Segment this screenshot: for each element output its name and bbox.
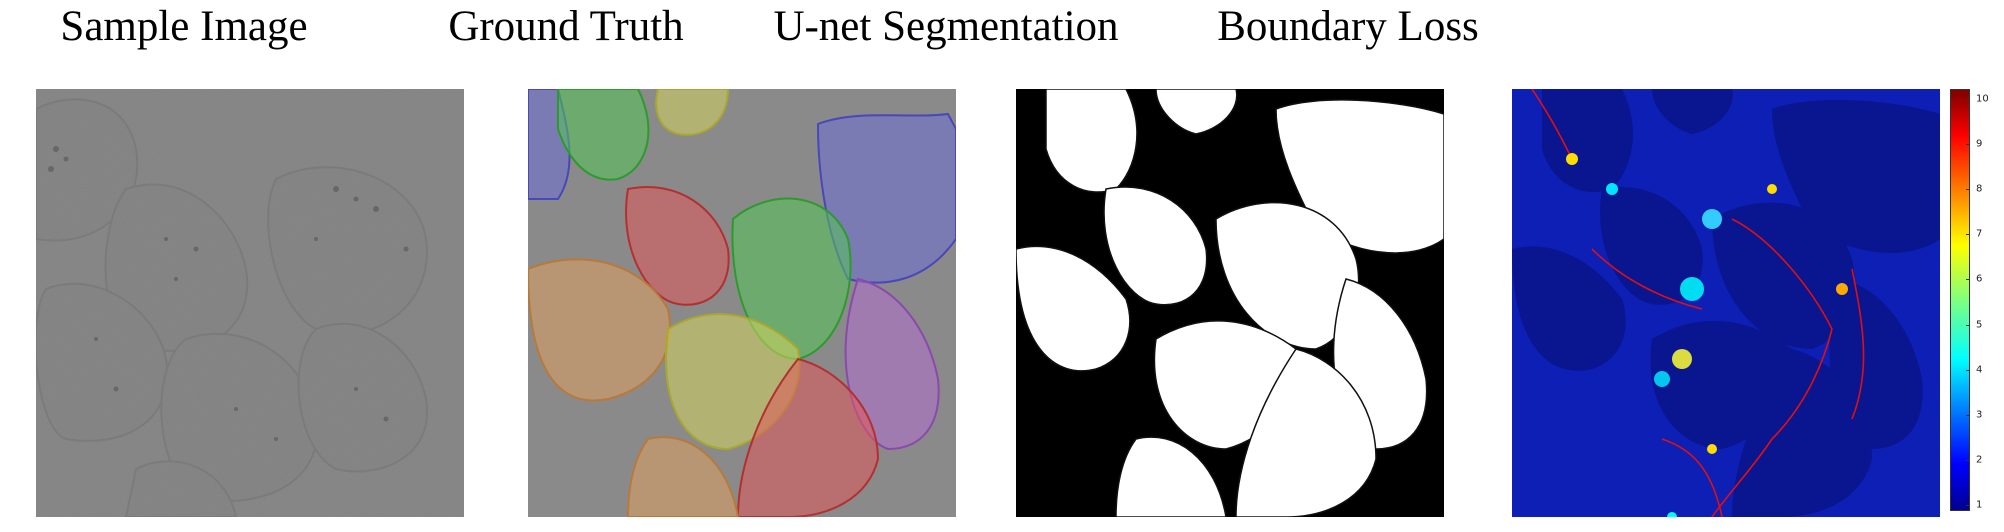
colorbar-tick-mark [1966, 189, 1970, 191]
colorbar-tick-label: 5 [1976, 319, 1983, 331]
colorbar-tick-mark [1966, 505, 1970, 506]
colorbar-tick-label: 6 [1976, 273, 1983, 285]
colorbar-tick-label: 7 [1976, 228, 1983, 240]
ground-truth-image [528, 89, 956, 517]
boundary-loss-heatmap [1512, 89, 1940, 517]
colorbar-tick-label: 3 [1976, 409, 1983, 421]
panel-title-ground-truth: Ground Truth [448, 3, 684, 50]
colorbar-tick-mark [1966, 459, 1970, 461]
colorbar-tick-mark [1966, 279, 1970, 281]
colorbar-tick-mark [1966, 144, 1970, 146]
colorbar-tick-mark [1966, 369, 1970, 371]
unet-segmentation-image [1016, 89, 1444, 517]
panel-title-unet-segmentation: U-net Segmentation [773, 3, 1119, 50]
colorbar-tick-mark [1966, 324, 1970, 326]
colorbar-tick-label: 2 [1976, 454, 1983, 466]
sample-image [36, 89, 464, 517]
colorbar-tick-label: 1 [1976, 499, 1983, 511]
colorbar-tick-mark [1966, 99, 1970, 100]
colorbar-tick-mark [1966, 234, 1970, 236]
colorbar-tick-mark [1966, 414, 1970, 416]
colorbar [1950, 89, 1970, 511]
colorbar-tick-label: 4 [1976, 364, 1983, 376]
colorbar-tick-label: 8 [1976, 183, 1983, 195]
colorbar-tick-label: 10 [1976, 93, 1989, 105]
panel-title-boundary-loss: Boundary Loss [1217, 3, 1479, 50]
panel-title-sample-image: Sample Image [60, 3, 308, 50]
colorbar-tick-label: 9 [1976, 138, 1983, 150]
